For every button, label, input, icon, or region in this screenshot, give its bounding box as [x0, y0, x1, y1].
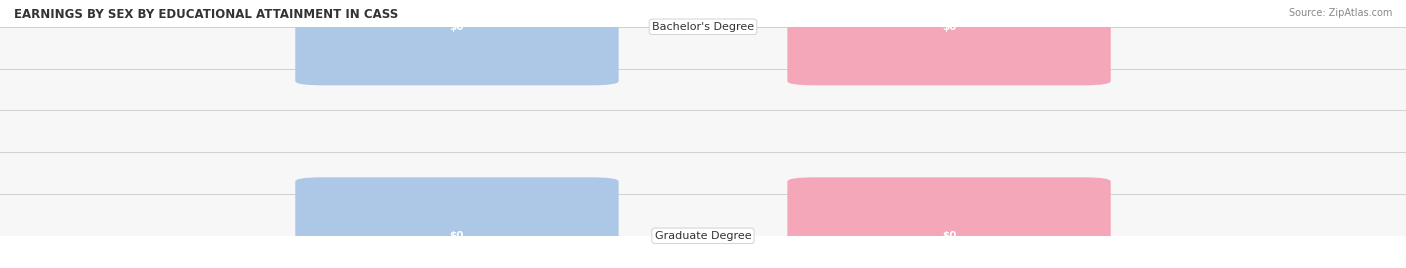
- Text: Graduate Degree: Graduate Degree: [655, 231, 751, 241]
- Text: $0: $0: [450, 231, 464, 241]
- FancyBboxPatch shape: [295, 177, 619, 268]
- FancyBboxPatch shape: [787, 177, 1111, 268]
- Text: Source: ZipAtlas.com: Source: ZipAtlas.com: [1288, 8, 1392, 18]
- Text: EARNINGS BY SEX BY EDUCATIONAL ATTAINMENT IN CASS: EARNINGS BY SEX BY EDUCATIONAL ATTAINMEN…: [14, 8, 398, 21]
- FancyBboxPatch shape: [295, 0, 619, 85]
- FancyBboxPatch shape: [787, 0, 1111, 85]
- Text: Bachelor's Degree: Bachelor's Degree: [652, 22, 754, 32]
- Text: $0: $0: [450, 22, 464, 32]
- Bar: [0, 27, 1406, 69]
- Text: $0: $0: [942, 22, 956, 32]
- Text: $0: $0: [942, 231, 956, 241]
- Bar: [0, 194, 1406, 236]
- Bar: [0, 152, 1406, 194]
- Bar: [0, 69, 1406, 110]
- Bar: [0, 110, 1406, 152]
